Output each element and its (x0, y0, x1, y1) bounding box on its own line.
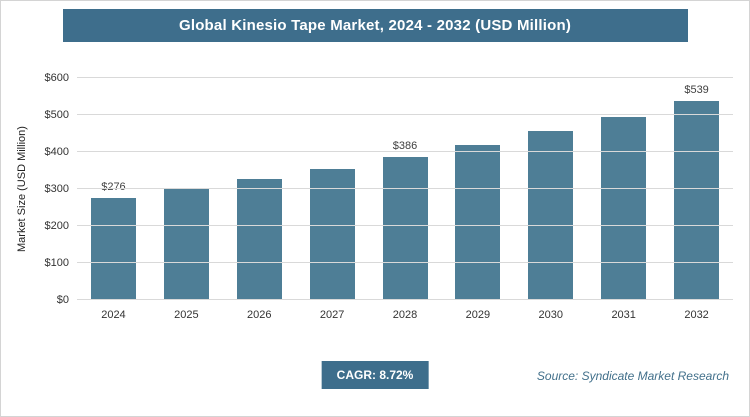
bar-column-2029 (441, 78, 514, 300)
x-tick-label-2028: 2028 (392, 309, 418, 321)
y-tick-label: $100 (44, 257, 69, 270)
bar-value-label: $539 (684, 83, 709, 96)
bar-column-2026 (223, 78, 296, 300)
bar-column-2028: $386 (369, 78, 442, 300)
x-tick-label-2027: 2027 (319, 309, 345, 321)
bar-column-2025 (150, 78, 223, 300)
x-tick-label-2024: 2024 (101, 309, 126, 321)
bar-2024 (90, 197, 136, 300)
bar-column-2031 (587, 78, 660, 300)
gridline (77, 114, 733, 115)
plot-wrapper: $276 $386 $539 2024 2025 2026 2027 2028 2029 203… (77, 77, 733, 321)
y-tick-label: $400 (44, 146, 69, 159)
x-tick-label-2032: 2032 (684, 309, 709, 321)
y-tick-label: $0 (56, 294, 69, 306)
x-tick-label-2025: 2025 (174, 309, 199, 321)
gridline (77, 151, 733, 153)
x-axis-labels: 2024 2025 2026 2027 2028 2029 2030 2031 2032 (77, 309, 733, 321)
bar-2032 (674, 100, 720, 300)
gridline (77, 188, 733, 189)
cagr-badge: CAGR: 8.72% (321, 361, 429, 389)
source-text: Source: Syndicate Market Research (536, 369, 729, 383)
y-tick-label: $600 (44, 72, 69, 84)
bar-2025 (163, 189, 209, 300)
bar-value-label: $276 (101, 180, 126, 193)
gridline (77, 299, 733, 300)
y-axis-title: Market Size (USD Million) (16, 126, 28, 252)
chart-title: Global Kinesio Tape Market, 2024 - 2032 … (178, 17, 572, 34)
y-tick-label: $500 (44, 109, 69, 121)
chart-title-banner: Global Kinesio Tape Market, 2024 - 2032 … (62, 9, 688, 42)
y-axis-ticks: $0 $100 $200 $300 $400 $500 $600 (33, 72, 77, 306)
x-tick-label-2030: 2030 (538, 309, 564, 321)
bar-2028 (382, 157, 428, 300)
bar-2030 (528, 131, 574, 300)
gridline (77, 262, 733, 264)
bar-value-label: $386 (392, 140, 418, 153)
bar-column-2030 (514, 78, 587, 300)
bar-2026 (236, 179, 282, 300)
bar-2027 (309, 168, 355, 300)
bar-column-2027 (296, 78, 369, 300)
y-tick-label: $200 (44, 220, 69, 233)
x-tick-label-2026: 2026 (246, 309, 272, 321)
bar-2031 (601, 116, 647, 300)
footer: CAGR: 8.72% Source: Syndicate Market Res… (1, 361, 749, 391)
x-tick-label-2029: 2029 (465, 309, 491, 321)
kinesio-tape-market-chart: Global Kinesio Tape Market, 2024 - 2032 … (1, 9, 749, 391)
chart-area: Market Size (USD Million) $0 $100 $200 $300… (11, 72, 733, 321)
gridline (77, 225, 733, 227)
bar-2029 (455, 144, 501, 300)
x-tick-label-2031: 2031 (611, 309, 636, 321)
plot-area: $276 $386 $539 (77, 77, 733, 300)
bars-row: $276 $386 $539 (77, 78, 733, 300)
gridline (77, 77, 733, 78)
bar-column-2024: $276 (77, 78, 150, 300)
y-tick-label: $300 (44, 183, 69, 195)
bar-column-2032: $539 (660, 78, 733, 300)
